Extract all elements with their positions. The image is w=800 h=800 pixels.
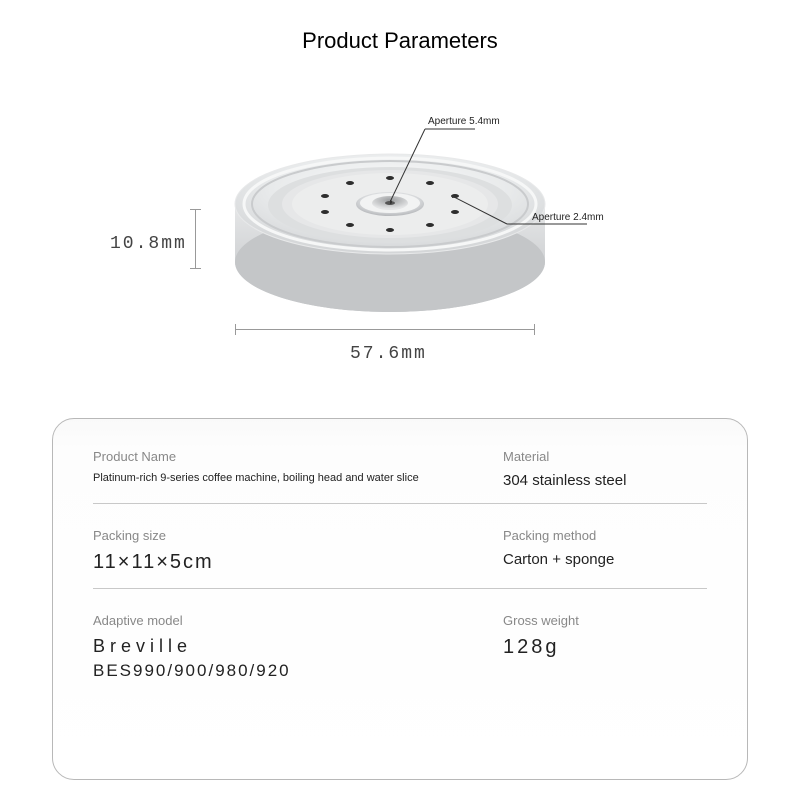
param-label: Gross weight (503, 613, 707, 628)
param-row: Packing size 11×11×5cm Packing method Ca… (93, 528, 707, 589)
callout-top-label: Aperture 5.4mm (428, 116, 500, 127)
param-label: Packing method (503, 528, 707, 543)
height-dimension-bar (195, 209, 196, 269)
param-value: Platinum-rich 9-series coffee machine, b… (93, 472, 503, 484)
width-dimension-label: 57.6mm (350, 344, 427, 364)
param-label: Packing size (93, 528, 503, 543)
param-brand: Breville (93, 636, 503, 657)
callout-right-label: Aperture 2.4mm (532, 212, 604, 223)
param-models: BES990/900/980/920 (93, 661, 503, 681)
param-value: 128g (503, 636, 707, 659)
param-value: 304 stainless steel (503, 472, 707, 489)
page-title: Product Parameters (0, 0, 800, 54)
param-label: Material (503, 449, 707, 464)
parameters-card: Product Name Platinum-rich 9-series coff… (52, 418, 748, 780)
height-dimension-label: 10.8mm (110, 234, 187, 254)
param-row: Product Name Platinum-rich 9-series coff… (93, 449, 707, 504)
param-label: Adaptive model (93, 613, 503, 628)
param-label: Product Name (93, 449, 503, 464)
param-row: Adaptive model Breville BES990/900/980/9… (93, 613, 707, 695)
param-value: 11×11×5cm (93, 551, 503, 574)
param-value: Carton + sponge (503, 551, 707, 568)
width-dimension-bar (235, 329, 535, 330)
product-diagram: 10.8mm 57.6mm Aperture 5.4mm Aperture 2.… (0, 54, 800, 394)
